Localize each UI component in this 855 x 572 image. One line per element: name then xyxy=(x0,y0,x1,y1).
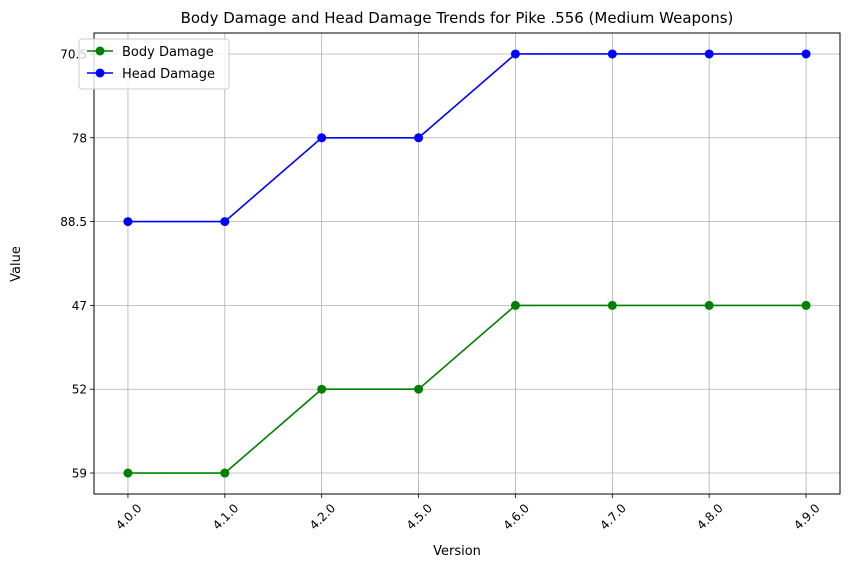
y-tick-label: 52 xyxy=(72,383,87,397)
plot-frame xyxy=(93,32,841,495)
data-point-body-damage xyxy=(704,300,714,310)
legend-label-head-damage: Head Damage xyxy=(122,67,215,82)
legend: Body Damage Head Damage xyxy=(78,38,230,90)
data-point-head-damage xyxy=(220,217,230,227)
legend-marker-body-damage xyxy=(95,46,105,56)
data-point-head-damage xyxy=(123,217,133,227)
y-axis-label: Value xyxy=(9,246,24,282)
data-point-head-damage xyxy=(607,49,617,59)
y-tick-label: 78 xyxy=(72,131,87,145)
series-layer xyxy=(123,49,811,478)
data-point-body-damage xyxy=(317,384,327,394)
data-point-head-damage xyxy=(317,133,327,143)
legend-label-body-damage: Body Damage xyxy=(122,45,214,60)
legend-box xyxy=(78,38,230,90)
data-point-body-damage xyxy=(414,384,424,394)
data-point-body-damage xyxy=(510,300,520,310)
data-point-head-damage xyxy=(510,49,520,59)
chart-title: Body Damage and Head Damage Trends for P… xyxy=(181,9,734,27)
data-point-head-damage xyxy=(801,49,811,59)
series-line-head-damage xyxy=(127,53,807,223)
data-point-body-damage xyxy=(607,300,617,310)
data-point-body-damage xyxy=(801,300,811,310)
y-tick-label: 47 xyxy=(72,299,87,313)
data-point-head-damage xyxy=(414,133,424,143)
series-line-body-damage xyxy=(127,304,807,474)
data-point-body-damage xyxy=(123,468,133,478)
legend-marker-head-damage xyxy=(95,68,105,78)
x-axis-label: Version xyxy=(433,544,481,559)
y-tick-label: 59 xyxy=(72,467,87,481)
data-point-body-damage xyxy=(220,468,230,478)
y-tick-label: 88.5 xyxy=(60,215,87,229)
data-point-head-damage xyxy=(704,49,714,59)
